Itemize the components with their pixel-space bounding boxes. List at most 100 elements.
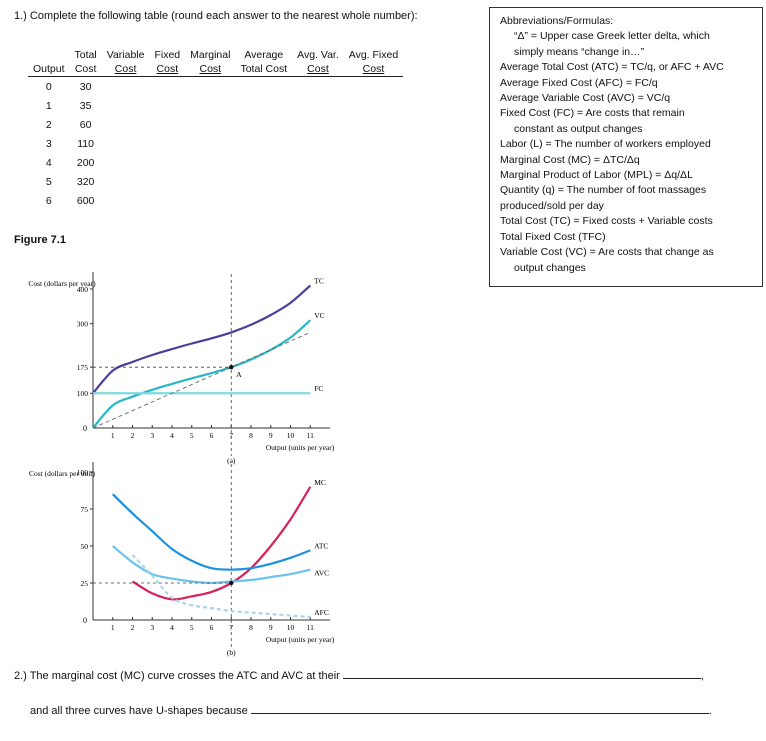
- cell-blank[interactable]: [292, 191, 344, 210]
- y-tick-label: 75: [81, 505, 89, 514]
- cell-blank[interactable]: [185, 77, 235, 97]
- cell-output: 0: [45, 80, 52, 93]
- cell-blank[interactable]: [149, 172, 185, 191]
- col-header: Avg. Fixed: [348, 49, 399, 61]
- cell-output: 6: [45, 194, 52, 207]
- cell-blank[interactable]: [235, 96, 292, 115]
- cell-output: 4: [45, 156, 52, 169]
- cell-blank[interactable]: [344, 96, 403, 115]
- y-tick-label: 100: [77, 468, 89, 477]
- question-2-period: .: [708, 705, 712, 717]
- abbreviation-line: constant as output changes: [514, 122, 643, 135]
- col-header: Cost: [292, 62, 344, 77]
- table-row: 1 35: [28, 96, 403, 115]
- y-axis-label: Cost (dollars per unit): [29, 469, 96, 478]
- cell-blank[interactable]: [235, 153, 292, 172]
- answer-blank-2[interactable]: [250, 705, 709, 714]
- cell-blank[interactable]: [185, 96, 235, 115]
- cell-blank[interactable]: [344, 153, 403, 172]
- x-tick-label: 9: [269, 431, 273, 440]
- cost-table: Total Variable Fixed Marginal Average Av…: [28, 48, 404, 210]
- min-avc-point: [229, 580, 234, 586]
- x-tick-label: 8: [249, 623, 253, 632]
- cell-blank[interactable]: [149, 77, 185, 97]
- cell-blank[interactable]: [102, 153, 150, 172]
- series-label-mc: MC: [314, 478, 326, 487]
- cell-blank[interactable]: [185, 134, 235, 153]
- series-label-fc: FC: [314, 384, 323, 393]
- cell-blank[interactable]: [292, 115, 344, 134]
- question-2: 2.) The marginal cost (MC) curve crosses…: [14, 670, 704, 682]
- answer-blank-1[interactable]: [342, 670, 701, 679]
- series-label-tc: TC: [314, 276, 324, 285]
- cell-blank[interactable]: [292, 172, 344, 191]
- cell-blank[interactable]: [185, 172, 235, 191]
- cell-blank[interactable]: [292, 134, 344, 153]
- y-tick-label: 400: [77, 285, 89, 294]
- cell-blank[interactable]: [149, 134, 185, 153]
- cell-blank[interactable]: [235, 115, 292, 134]
- abbreviation-line: Marginal Product of Labor (MPL) = Δq/ΔL: [500, 169, 693, 182]
- col-header: Cost: [101, 62, 150, 77]
- cell-blank[interactable]: [102, 115, 150, 134]
- cell-blank[interactable]: [344, 191, 403, 210]
- cell-blank[interactable]: [235, 77, 292, 97]
- abbreviation-line: Labor (L) = The number of workers employ…: [500, 138, 711, 151]
- abbreviation-line: Average Fixed Cost (AFC) = FC/q: [500, 76, 658, 89]
- point-a: [229, 364, 234, 370]
- x-tick-label: 7: [229, 431, 233, 440]
- cell-blank[interactable]: [235, 172, 292, 191]
- x-tick-label: 9: [269, 623, 273, 632]
- cell-output: 2: [45, 118, 52, 131]
- col-header: Avg. Var.: [297, 49, 339, 61]
- cell-blank[interactable]: [292, 153, 344, 172]
- col-header: Marginal: [190, 49, 231, 61]
- cell-blank[interactable]: [102, 134, 150, 153]
- cell-blank[interactable]: [102, 77, 150, 97]
- x-tick-label: 4: [170, 623, 174, 632]
- question-2-continuation: and all three curves have U-shapes becau…: [30, 705, 248, 717]
- abbreviation-line: output changes: [514, 261, 586, 274]
- x-tick-label: 1: [111, 623, 115, 632]
- abbreviation-line: Average Variable Cost (AVC) = VC/q: [500, 92, 671, 105]
- series-line-mc: [131, 486, 312, 601]
- col-header: [28, 48, 70, 62]
- abbreviation-line: simply means “change in…”: [514, 45, 645, 58]
- cell-blank[interactable]: [149, 115, 185, 134]
- cell-blank[interactable]: [235, 191, 292, 210]
- table-row: 4 200: [28, 153, 403, 172]
- cell-blank[interactable]: [292, 77, 344, 97]
- x-axis-label: Output (units per year): [266, 443, 335, 452]
- cell-blank[interactable]: [102, 191, 150, 210]
- cell-blank[interactable]: [149, 153, 185, 172]
- cell-blank[interactable]: [235, 134, 292, 153]
- x-tick-label: 2: [131, 431, 135, 440]
- cell-blank[interactable]: [102, 96, 150, 115]
- cell-blank[interactable]: [344, 134, 403, 153]
- abbreviation-line: Marginal Cost (MC) = ΔTC/Δq: [500, 153, 640, 166]
- cell-blank[interactable]: [185, 153, 235, 172]
- cell-blank[interactable]: [149, 191, 185, 210]
- col-header: Fixed: [154, 49, 181, 61]
- x-tick-label: 11: [307, 623, 314, 632]
- col-header: Output: [28, 62, 70, 77]
- abbreviations-list: “Δ” = Upper case Greek letter delta, whi…: [500, 29, 756, 276]
- y-tick-label: 175: [77, 363, 89, 372]
- x-axis-label: Output (units per year): [266, 635, 335, 644]
- cell-blank[interactable]: [185, 115, 235, 134]
- cell-blank[interactable]: [149, 96, 185, 115]
- col-header: Cost: [343, 62, 404, 77]
- cell-blank[interactable]: [344, 115, 403, 134]
- cell-blank[interactable]: [344, 172, 403, 191]
- cell-blank[interactable]: [185, 191, 235, 210]
- table-row: 0 30: [28, 77, 403, 97]
- cell-blank[interactable]: [344, 77, 403, 97]
- series-line-avc: [112, 545, 311, 585]
- cell-blank[interactable]: [102, 172, 150, 191]
- cell-output: 1: [45, 99, 52, 112]
- cell-blank[interactable]: [292, 96, 344, 115]
- question-1-prompt: 1.) Complete the following table (round …: [14, 10, 418, 22]
- panel-label: (a): [227, 456, 236, 465]
- table-row: 2 60: [28, 115, 403, 134]
- abbreviation-line: “Δ” = Upper case Greek letter delta, whi…: [514, 30, 710, 43]
